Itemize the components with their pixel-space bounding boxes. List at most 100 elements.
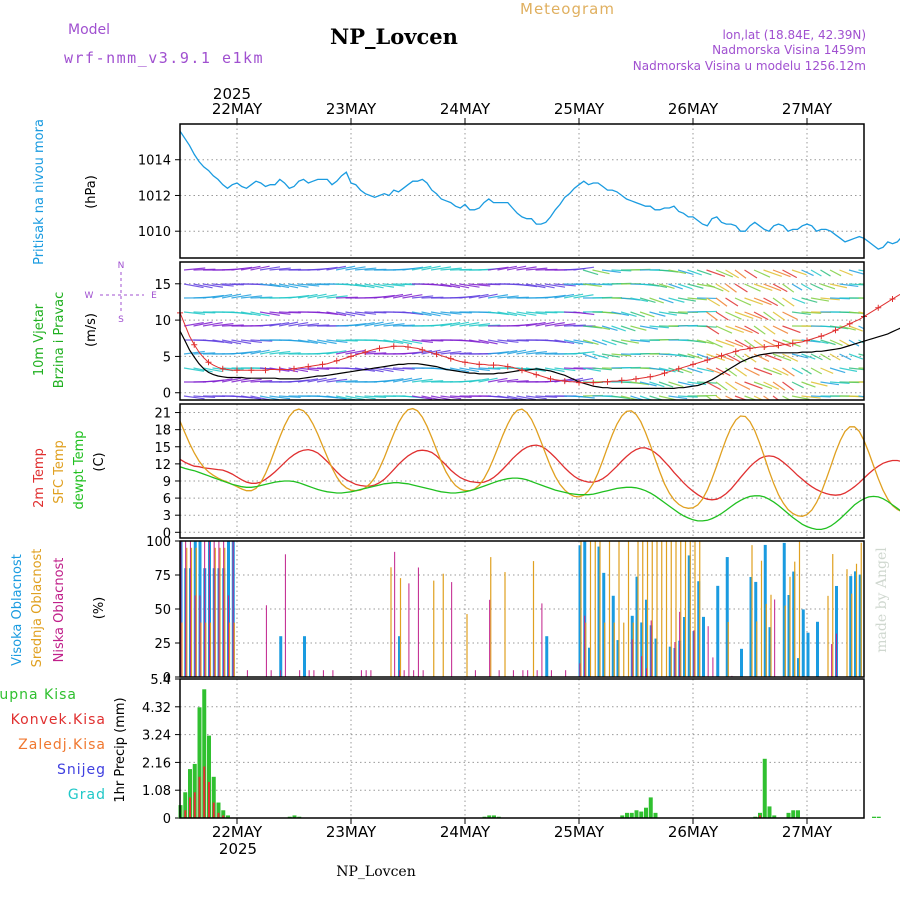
cloud-low-bar (408, 583, 409, 677)
top-xtick-label: 22MAY (212, 100, 263, 118)
cloud-mid-bar (799, 542, 800, 677)
cloud-low-bar (641, 656, 642, 677)
cloud-low-bar (475, 670, 476, 677)
cloud-mid-bar (685, 541, 686, 677)
cloud-low-bar (708, 626, 709, 677)
credit-watermark: made by Angel (874, 547, 890, 653)
cloud-low-bar (214, 541, 215, 677)
temp-ylabel-3: dewpt Temp (72, 430, 87, 509)
cloud-mid-bar (832, 554, 833, 677)
wind-arrow (773, 312, 785, 320)
cloud-low-bar (646, 668, 647, 677)
cloud-low-bar (218, 541, 219, 677)
cloud-mid-bar (642, 541, 643, 677)
wind-arrow (811, 354, 822, 360)
cloud-low-bar (499, 670, 500, 677)
wind-gust-marker (462, 359, 468, 365)
cloud-low-bar (209, 541, 210, 677)
cloud-high-bar (702, 617, 705, 677)
cloud-low-bar (522, 670, 523, 677)
wind-speed-line (180, 310, 900, 389)
cloud-low-ylabel: Niska Oblacnost (52, 558, 67, 663)
cloud-mid-bar (666, 541, 667, 677)
cloud-mid-bar (609, 541, 610, 677)
wind-arrow (764, 312, 775, 320)
cloud-mid-bar (215, 548, 216, 677)
compass-w: W (85, 291, 94, 301)
cloud-mid-bar (861, 543, 862, 677)
precip-ytick-label: 3.24 (142, 729, 171, 744)
precip-total-bar (635, 810, 639, 818)
wind-gust-marker (818, 333, 824, 339)
cloud-high-ylabel: Visoka Oblacnost (10, 554, 25, 666)
cloud-mid-bar (766, 604, 767, 677)
panel-frame (180, 124, 864, 258)
temp-ytick-label: 9 (163, 475, 171, 490)
wind-ytick-label: 15 (154, 278, 171, 293)
precip-total-bar (649, 797, 653, 818)
cloud-low-bar (280, 670, 281, 677)
cloud-mid-bar (652, 541, 653, 677)
precip-ytick-label: 4.32 (142, 701, 171, 716)
cloud-high-bar (740, 649, 743, 677)
wind-arrow (830, 270, 841, 276)
cloud-mid-bar (675, 541, 676, 677)
wind-gust-marker (890, 296, 896, 302)
cloud-low-bar (323, 670, 324, 677)
wind-arrow (859, 298, 879, 299)
wind-arrow (792, 368, 803, 374)
cloud-low-bar (247, 670, 248, 677)
wind-arrow (783, 312, 798, 319)
wind-arrow (792, 284, 802, 290)
bottom-xtick-label: 24MAY (440, 823, 491, 841)
cloud-mid-bar (580, 541, 581, 677)
cloud-mid-bar (851, 594, 852, 677)
precip-total-bar (763, 759, 767, 818)
pressure-ytick-label: 1014 (138, 154, 171, 169)
cloud-ytick-label: 25 (154, 637, 171, 652)
cloud-mid-bar (728, 622, 729, 677)
cloud-low-bar (541, 603, 542, 677)
cloud-mid-bar (770, 595, 771, 677)
wind-gust-marker (590, 380, 596, 386)
wind-gust-marker (562, 378, 568, 384)
cloud-low-bar (204, 541, 205, 677)
cloud-mid-bar (400, 578, 401, 677)
cloud-mid-bar (789, 577, 790, 677)
cloud-low-bar (185, 541, 186, 677)
cloud-mid-bar (390, 567, 391, 677)
wind-gust-marker (277, 366, 283, 372)
precip-total-bar (630, 813, 634, 818)
wind-gust-marker (377, 345, 383, 351)
temp-ytick-label: 18 (154, 424, 171, 439)
temp-ytick-label: 6 (163, 492, 171, 507)
wind-gust-line (180, 278, 900, 383)
cloud-low-bar (693, 630, 694, 677)
cloud-mid-bar (618, 541, 619, 677)
bottom-xtick-label: 23MAY (326, 823, 377, 841)
cloud-low-bar (537, 670, 538, 677)
cloud-low-bar (299, 670, 300, 677)
cloud-low-bar (361, 670, 362, 677)
precip-total-bar (791, 810, 795, 818)
cloud-mid-bar (756, 621, 757, 677)
wind-unit: (m/s) (84, 313, 99, 347)
cloud-low-bar (579, 663, 580, 677)
wind-gust-marker (320, 361, 326, 367)
wind-gust-marker (633, 376, 639, 382)
wind-arrow (716, 382, 727, 390)
temp-ytick-label: 21 (154, 407, 171, 422)
panels: 1010101210140510150369121518210255075100… (138, 124, 900, 827)
cloud-low-bar (632, 639, 633, 677)
precip-conv-bar (189, 797, 191, 818)
legend-rain-total: Ukupna Kisa (0, 687, 77, 703)
cloud-mid-bar (761, 561, 762, 677)
cloud-mid-bar (490, 557, 491, 677)
wind-arrow (735, 284, 747, 292)
wind-arrow (792, 382, 804, 388)
wind-arrow (773, 298, 784, 306)
cloud-mid-bar (690, 541, 691, 677)
wind-gust-marker (348, 353, 354, 359)
cloud-low-bar (190, 541, 191, 677)
wind-gust-marker (491, 362, 497, 368)
